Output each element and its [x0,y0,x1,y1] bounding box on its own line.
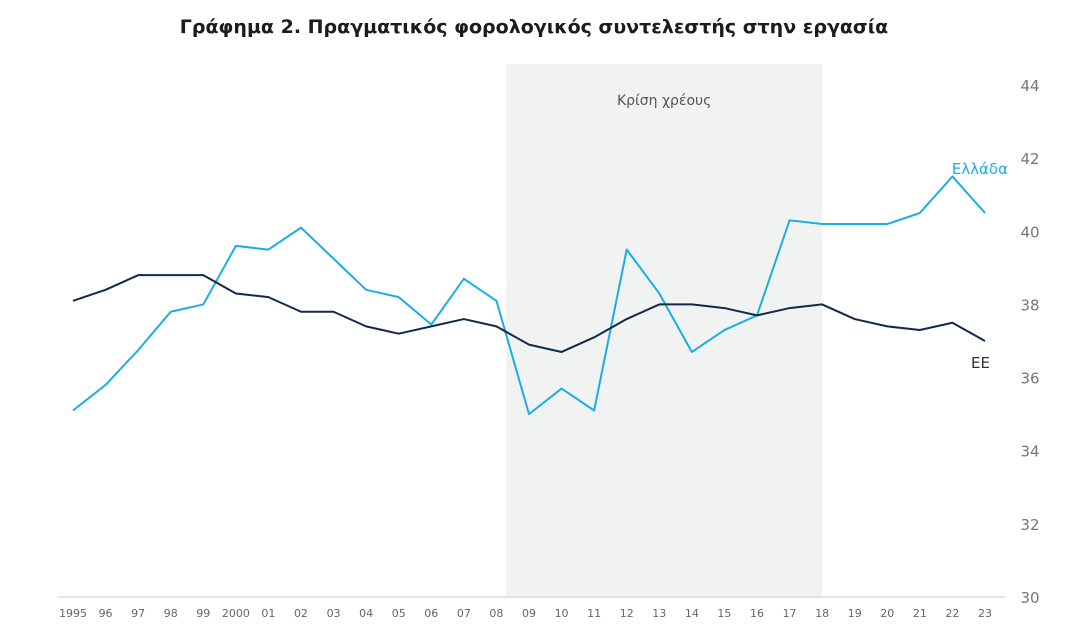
x-tick-label: 98 [164,607,178,620]
x-tick-label: 01 [261,607,275,620]
x-tick-label: 04 [359,607,373,620]
x-tick-label: 99 [196,607,210,620]
y-tick-label: 36 [1020,370,1039,388]
y-tick-label: 40 [1020,223,1039,241]
x-tick-label: 20 [880,607,894,620]
y-tick-label: 44 [1020,77,1039,95]
y-tick-label: 42 [1020,150,1039,168]
y-tick-label: 30 [1020,589,1039,607]
x-tick-label: 14 [685,607,699,620]
x-tick-label: 08 [489,607,503,620]
x-tick-label: 96 [99,607,113,620]
x-tick-label: 22 [945,607,959,620]
x-tick-label: 16 [750,607,764,620]
shaded-region-label: Κρίση χρέους [617,93,711,109]
x-tick-label: 21 [913,607,927,620]
x-tick-label: 13 [652,607,666,620]
x-tick-label: 09 [522,607,536,620]
x-tick-label: 10 [555,607,569,620]
x-tick-label: 15 [717,607,731,620]
shaded-region [506,64,823,597]
x-tick-label: 18 [815,607,829,620]
x-tick-label: 05 [392,607,406,620]
x-tick-label: 12 [620,607,634,620]
y-tick-label: 32 [1020,516,1039,534]
x-tick-label: 06 [424,607,438,620]
chart-title: Γράφημα 2. Πραγματικός φορολογικός συντε… [179,16,889,38]
x-tick-label: 02 [294,607,308,620]
x-tick-label: 07 [457,607,471,620]
x-tick-label: 23 [978,607,992,620]
y-tick-label: 34 [1020,443,1039,461]
legend-label-greece: Ελλάδα [952,160,1008,178]
x-tick-label: 97 [131,607,145,620]
x-tick-label: 17 [783,607,797,620]
legend-label-eu: ΕΕ [971,354,990,372]
x-tick-label: 11 [587,607,601,620]
x-tick-label: 1995 [59,607,87,620]
y-tick-label: 38 [1020,296,1039,314]
x-tick-label: 2000 [222,607,250,620]
x-tick-label: 19 [848,607,862,620]
x-tick-label: 03 [327,607,341,620]
